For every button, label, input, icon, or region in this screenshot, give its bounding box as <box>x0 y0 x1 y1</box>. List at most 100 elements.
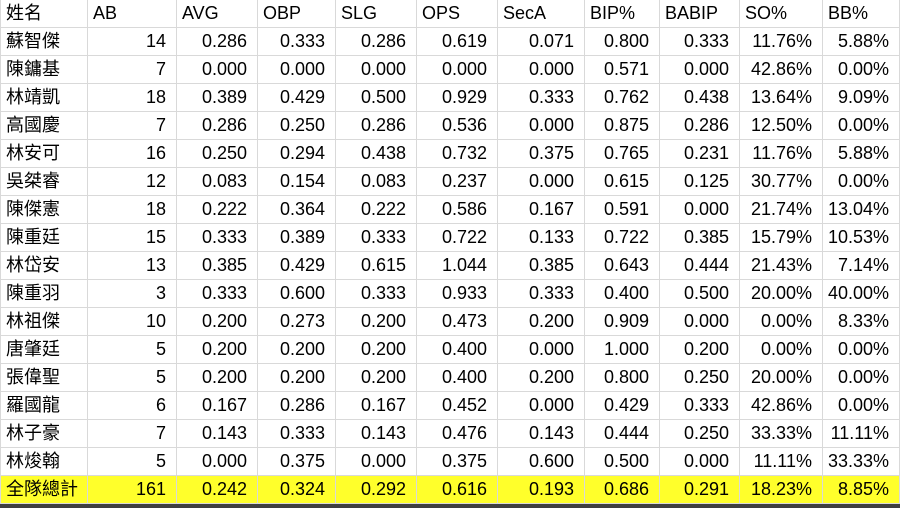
column-header[interactable]: AVG <box>177 0 258 28</box>
stat-cell[interactable]: 15.79% <box>740 224 823 252</box>
stat-cell[interactable]: 0.333 <box>660 28 740 56</box>
stat-cell[interactable]: 0.333 <box>498 280 585 308</box>
stat-cell[interactable]: 0.722 <box>417 224 498 252</box>
stat-cell[interactable]: 0.250 <box>258 112 336 140</box>
column-header[interactable]: BIP% <box>585 0 660 28</box>
stat-cell[interactable]: 0.333 <box>498 84 585 112</box>
stat-cell[interactable]: 0.167 <box>177 392 258 420</box>
player-name-cell[interactable]: 張偉聖 <box>0 364 88 392</box>
total-stat-cell[interactable]: 0.291 <box>660 476 740 504</box>
stat-cell[interactable]: 0.00% <box>823 56 900 84</box>
stat-cell[interactable]: 0.143 <box>177 420 258 448</box>
stat-cell[interactable]: 18 <box>88 196 177 224</box>
stat-cell[interactable]: 0.333 <box>258 28 336 56</box>
stat-cell[interactable]: 0.125 <box>660 168 740 196</box>
player-name-cell[interactable]: 唐肇廷 <box>0 336 88 364</box>
player-name-cell[interactable]: 吳桀睿 <box>0 168 88 196</box>
stat-cell[interactable]: 5 <box>88 364 177 392</box>
stat-cell[interactable]: 0.375 <box>498 140 585 168</box>
stat-cell[interactable]: 0.571 <box>585 56 660 84</box>
player-name-cell[interactable]: 陳鏞基 <box>0 56 88 84</box>
stat-cell[interactable]: 7 <box>88 56 177 84</box>
stat-cell[interactable]: 0.536 <box>417 112 498 140</box>
stat-cell[interactable]: 11.76% <box>740 28 823 56</box>
stat-cell[interactable]: 0.929 <box>417 84 498 112</box>
column-header[interactable]: SLG <box>336 0 417 28</box>
stat-cell[interactable]: 12 <box>88 168 177 196</box>
total-stat-cell[interactable]: 0.242 <box>177 476 258 504</box>
stat-cell[interactable]: 0.429 <box>258 252 336 280</box>
stat-cell[interactable]: 0.167 <box>498 196 585 224</box>
stat-cell[interactable]: 0.333 <box>336 224 417 252</box>
stat-cell[interactable]: 20.00% <box>740 364 823 392</box>
stat-cell[interactable]: 10.53% <box>823 224 900 252</box>
stat-cell[interactable]: 0.200 <box>336 308 417 336</box>
stat-cell[interactable]: 0.083 <box>177 168 258 196</box>
stat-cell[interactable]: 0.222 <box>177 196 258 224</box>
stat-cell[interactable]: 0.00% <box>740 308 823 336</box>
stat-cell[interactable]: 8.33% <box>823 308 900 336</box>
stat-cell[interactable]: 0.154 <box>258 168 336 196</box>
stat-cell[interactable]: 5 <box>88 336 177 364</box>
stat-cell[interactable]: 0.385 <box>498 252 585 280</box>
stat-cell[interactable]: 0.000 <box>498 336 585 364</box>
stat-cell[interactable]: 21.74% <box>740 196 823 224</box>
stat-cell[interactable]: 5.88% <box>823 28 900 56</box>
stat-cell[interactable]: 33.33% <box>740 420 823 448</box>
stat-cell[interactable]: 0.00% <box>823 364 900 392</box>
stat-cell[interactable]: 0.500 <box>336 84 417 112</box>
stat-cell[interactable]: 7.14% <box>823 252 900 280</box>
stat-cell[interactable]: 0.00% <box>823 392 900 420</box>
column-header[interactable]: BABIP <box>660 0 740 28</box>
stat-cell[interactable]: 0.00% <box>823 112 900 140</box>
stat-cell[interactable]: 16 <box>88 140 177 168</box>
stat-cell[interactable]: 0.200 <box>498 364 585 392</box>
stat-cell[interactable]: 0.000 <box>498 56 585 84</box>
stat-cell[interactable]: 0.762 <box>585 84 660 112</box>
player-name-cell[interactable]: 陳重羽 <box>0 280 88 308</box>
stat-cell[interactable]: 3 <box>88 280 177 308</box>
stat-cell[interactable]: 0.364 <box>258 196 336 224</box>
column-header[interactable]: BB% <box>823 0 900 28</box>
player-name-cell[interactable]: 林靖凱 <box>0 84 88 112</box>
stat-cell[interactable]: 0.200 <box>177 364 258 392</box>
total-stat-cell[interactable]: 0.616 <box>417 476 498 504</box>
stat-cell[interactable]: 0.143 <box>336 420 417 448</box>
stat-cell[interactable]: 0.200 <box>336 364 417 392</box>
stat-cell[interactable]: 0.389 <box>177 84 258 112</box>
stat-cell[interactable]: 0.909 <box>585 308 660 336</box>
stat-cell[interactable]: 14 <box>88 28 177 56</box>
stat-cell[interactable]: 1.000 <box>585 336 660 364</box>
stat-cell[interactable]: 6 <box>88 392 177 420</box>
stat-cell[interactable]: 0.000 <box>336 56 417 84</box>
stat-cell[interactable]: 11.76% <box>740 140 823 168</box>
stat-cell[interactable]: 0.875 <box>585 112 660 140</box>
player-name-cell[interactable]: 羅國龍 <box>0 392 88 420</box>
stat-cell[interactable]: 0.250 <box>660 364 740 392</box>
stat-cell[interactable]: 0.000 <box>498 392 585 420</box>
stat-cell[interactable]: 0.000 <box>660 448 740 476</box>
stat-cell[interactable]: 10 <box>88 308 177 336</box>
stat-cell[interactable]: 0.200 <box>177 336 258 364</box>
stat-cell[interactable]: 0.000 <box>258 56 336 84</box>
stat-cell[interactable]: 5.88% <box>823 140 900 168</box>
stat-cell[interactable]: 0.000 <box>660 56 740 84</box>
stat-cell[interactable]: 0.500 <box>585 448 660 476</box>
stat-cell[interactable]: 18 <box>88 84 177 112</box>
stat-cell[interactable]: 0.083 <box>336 168 417 196</box>
stat-cell[interactable]: 0.000 <box>498 168 585 196</box>
stat-cell[interactable]: 0.444 <box>585 420 660 448</box>
stat-cell[interactable]: 0.286 <box>258 392 336 420</box>
stat-cell[interactable]: 0.250 <box>177 140 258 168</box>
stat-cell[interactable]: 0.429 <box>258 84 336 112</box>
stat-cell[interactable]: 0.00% <box>823 168 900 196</box>
stat-cell[interactable]: 0.615 <box>336 252 417 280</box>
stat-cell[interactable]: 7 <box>88 112 177 140</box>
stat-cell[interactable]: 0.385 <box>177 252 258 280</box>
stat-cell[interactable]: 0.800 <box>585 28 660 56</box>
stat-cell[interactable]: 0.200 <box>660 336 740 364</box>
total-stat-cell[interactable]: 161 <box>88 476 177 504</box>
stat-cell[interactable]: 0.765 <box>585 140 660 168</box>
stat-cell[interactable]: 0.333 <box>660 392 740 420</box>
stat-cell[interactable]: 0.000 <box>660 308 740 336</box>
